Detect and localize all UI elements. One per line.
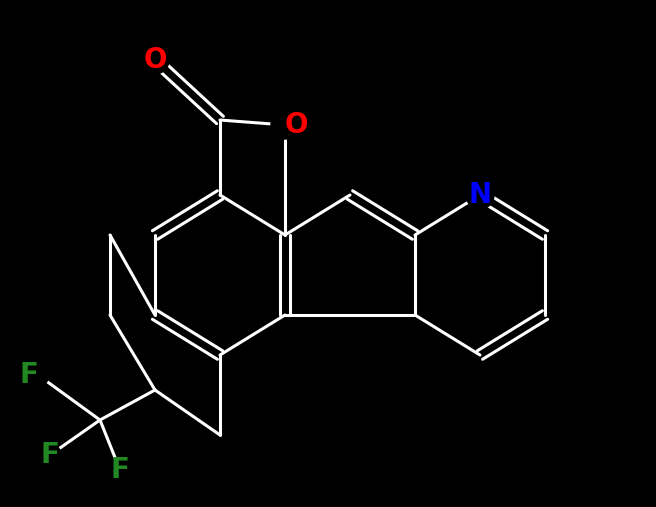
Circle shape — [141, 46, 169, 74]
Text: F: F — [19, 361, 38, 389]
Circle shape — [466, 181, 494, 209]
Circle shape — [27, 364, 49, 386]
Text: O: O — [285, 111, 308, 139]
Text: F: F — [111, 456, 129, 484]
Circle shape — [39, 444, 61, 466]
Text: O: O — [143, 46, 167, 74]
Text: N: N — [468, 181, 491, 209]
Circle shape — [109, 459, 131, 481]
Circle shape — [271, 111, 299, 139]
Text: F: F — [41, 441, 60, 469]
